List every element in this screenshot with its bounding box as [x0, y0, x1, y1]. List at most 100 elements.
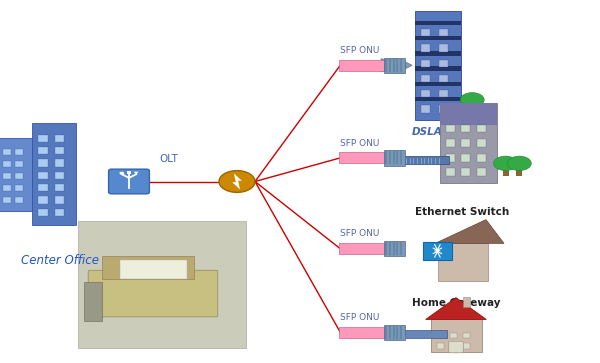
FancyBboxPatch shape: [55, 196, 64, 204]
FancyBboxPatch shape: [384, 150, 405, 166]
FancyBboxPatch shape: [415, 21, 461, 25]
FancyBboxPatch shape: [421, 75, 430, 82]
Text: SFP ONU: SFP ONU: [340, 229, 380, 238]
FancyBboxPatch shape: [339, 327, 384, 338]
FancyBboxPatch shape: [431, 319, 482, 352]
FancyBboxPatch shape: [437, 343, 444, 349]
FancyBboxPatch shape: [16, 149, 23, 155]
FancyBboxPatch shape: [38, 159, 48, 167]
FancyBboxPatch shape: [503, 169, 509, 176]
FancyBboxPatch shape: [415, 51, 461, 56]
FancyBboxPatch shape: [421, 29, 430, 36]
FancyBboxPatch shape: [4, 173, 11, 179]
FancyBboxPatch shape: [120, 260, 187, 279]
FancyBboxPatch shape: [384, 325, 405, 340]
FancyBboxPatch shape: [415, 36, 461, 40]
FancyBboxPatch shape: [439, 103, 497, 125]
FancyBboxPatch shape: [384, 241, 405, 256]
FancyBboxPatch shape: [4, 185, 11, 191]
Text: SFP ONU: SFP ONU: [340, 139, 380, 148]
FancyBboxPatch shape: [404, 330, 447, 338]
FancyBboxPatch shape: [38, 172, 48, 179]
FancyBboxPatch shape: [415, 97, 461, 101]
Polygon shape: [134, 172, 139, 175]
Text: SFP ONU: SFP ONU: [340, 46, 380, 55]
FancyBboxPatch shape: [449, 341, 463, 353]
FancyBboxPatch shape: [421, 90, 430, 97]
FancyBboxPatch shape: [446, 125, 455, 132]
FancyBboxPatch shape: [461, 125, 470, 132]
FancyBboxPatch shape: [477, 139, 486, 147]
FancyBboxPatch shape: [439, 29, 448, 36]
FancyBboxPatch shape: [55, 184, 64, 191]
Polygon shape: [381, 59, 412, 72]
FancyBboxPatch shape: [423, 242, 452, 260]
FancyBboxPatch shape: [78, 221, 246, 348]
FancyBboxPatch shape: [38, 184, 48, 191]
FancyBboxPatch shape: [84, 282, 102, 321]
FancyBboxPatch shape: [55, 147, 64, 154]
FancyBboxPatch shape: [384, 58, 405, 73]
FancyBboxPatch shape: [446, 154, 455, 162]
FancyBboxPatch shape: [439, 90, 448, 97]
Text: Home Gateway: Home Gateway: [412, 298, 500, 308]
Text: Center Office: Center Office: [21, 254, 99, 267]
FancyBboxPatch shape: [38, 135, 48, 142]
Text: Ethernet Switch: Ethernet Switch: [415, 207, 509, 217]
FancyBboxPatch shape: [439, 60, 448, 67]
FancyBboxPatch shape: [439, 44, 448, 52]
FancyBboxPatch shape: [477, 168, 486, 176]
FancyBboxPatch shape: [109, 169, 149, 194]
FancyBboxPatch shape: [461, 168, 470, 176]
FancyBboxPatch shape: [32, 123, 76, 225]
FancyBboxPatch shape: [55, 172, 64, 179]
FancyBboxPatch shape: [477, 154, 486, 162]
Circle shape: [119, 172, 124, 175]
Polygon shape: [426, 298, 487, 319]
FancyBboxPatch shape: [446, 139, 455, 147]
FancyBboxPatch shape: [38, 147, 48, 154]
Circle shape: [219, 171, 255, 192]
FancyBboxPatch shape: [421, 105, 430, 113]
FancyBboxPatch shape: [38, 196, 48, 204]
FancyBboxPatch shape: [421, 60, 430, 67]
FancyBboxPatch shape: [339, 60, 384, 71]
Circle shape: [508, 156, 532, 171]
FancyBboxPatch shape: [415, 66, 461, 71]
FancyBboxPatch shape: [339, 152, 384, 163]
Circle shape: [493, 156, 517, 171]
FancyBboxPatch shape: [55, 159, 64, 167]
FancyBboxPatch shape: [463, 343, 470, 349]
FancyBboxPatch shape: [16, 173, 23, 179]
FancyBboxPatch shape: [421, 44, 430, 52]
FancyBboxPatch shape: [55, 209, 64, 216]
Circle shape: [460, 93, 484, 107]
FancyBboxPatch shape: [16, 185, 23, 191]
FancyBboxPatch shape: [437, 333, 444, 338]
Polygon shape: [232, 174, 242, 189]
FancyBboxPatch shape: [127, 171, 131, 174]
Text: DSLAM: DSLAM: [412, 127, 452, 137]
FancyBboxPatch shape: [477, 125, 486, 132]
FancyBboxPatch shape: [463, 297, 470, 307]
FancyBboxPatch shape: [438, 244, 488, 281]
FancyBboxPatch shape: [461, 154, 470, 162]
FancyBboxPatch shape: [450, 343, 457, 349]
FancyBboxPatch shape: [404, 156, 449, 164]
FancyBboxPatch shape: [439, 105, 448, 113]
FancyBboxPatch shape: [4, 149, 11, 155]
FancyBboxPatch shape: [439, 75, 448, 82]
FancyBboxPatch shape: [16, 161, 23, 167]
Text: OLT: OLT: [159, 154, 178, 164]
FancyBboxPatch shape: [88, 270, 218, 317]
FancyBboxPatch shape: [16, 197, 23, 203]
FancyBboxPatch shape: [469, 105, 475, 113]
FancyBboxPatch shape: [4, 161, 11, 167]
FancyBboxPatch shape: [517, 169, 523, 176]
FancyBboxPatch shape: [461, 139, 470, 147]
FancyBboxPatch shape: [102, 256, 194, 279]
FancyBboxPatch shape: [450, 333, 457, 338]
FancyBboxPatch shape: [38, 209, 48, 216]
Text: SFP ONU: SFP ONU: [340, 313, 380, 322]
FancyBboxPatch shape: [439, 103, 497, 183]
